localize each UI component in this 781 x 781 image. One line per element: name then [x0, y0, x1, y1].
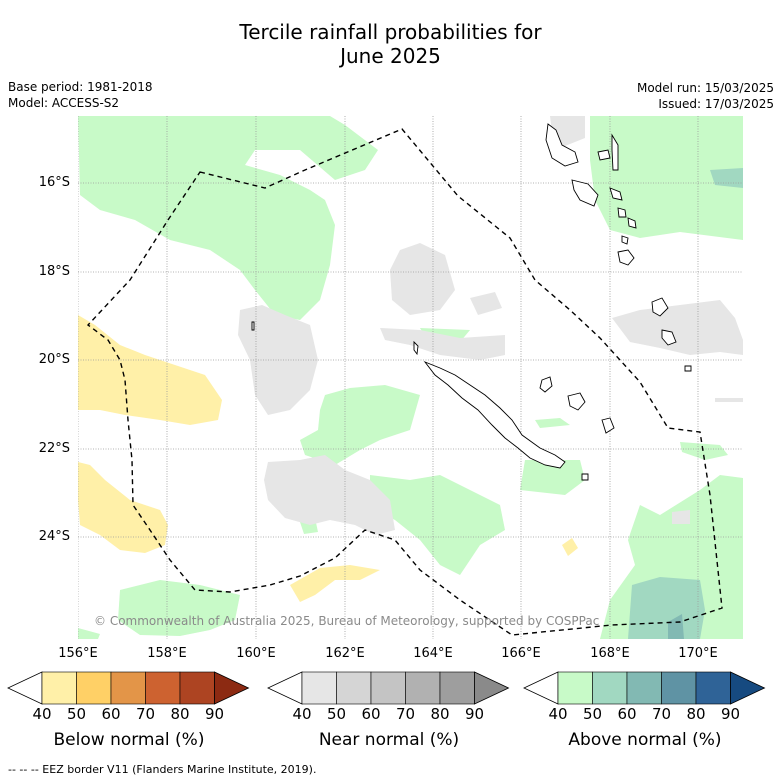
colorbar-tick: 50	[582, 705, 603, 723]
colorbar-segment	[145, 671, 181, 705]
colorbar-segment	[405, 671, 441, 705]
colorbar-tick: 70	[395, 705, 416, 723]
vanuatu-island-2	[571, 179, 599, 207]
lon-tick-158e: 158°E	[147, 646, 187, 661]
colorbar-segment	[557, 671, 593, 705]
above-normal-regions	[78, 116, 743, 639]
base-period-text: Base period: 1981-2018	[8, 80, 153, 94]
lon-tick-156e: 156°E	[58, 646, 98, 661]
colorbar-tick: 90	[464, 705, 485, 723]
colorbar-tick: 70	[651, 705, 672, 723]
coastlines	[251, 123, 692, 481]
lon-tick-160e: 160°E	[236, 646, 276, 661]
lat-tick-16s: 16°S	[38, 175, 70, 190]
colorbar-tick: 40	[292, 705, 312, 723]
colorbar-extend-low	[7, 671, 43, 705]
colorbar-segment	[661, 671, 697, 705]
vanuatu-island-7	[627, 217, 637, 229]
vanuatu-island-8	[617, 249, 635, 266]
lon-tick-168e: 168°E	[590, 646, 630, 661]
lat-tick-18s: 18°S	[38, 264, 70, 279]
colorbar-extend-high	[214, 671, 250, 705]
colorbar-segment	[370, 671, 406, 705]
gridlines	[78, 116, 743, 639]
vanuatu-island-6	[617, 207, 627, 218]
colorbar-extend-low	[523, 671, 559, 705]
vanuatu-island-9	[621, 235, 629, 245]
lat-tick-20s: 20°S	[38, 352, 70, 367]
island-east-1	[651, 297, 669, 317]
island-west-1	[251, 321, 255, 331]
island-north-nc	[413, 340, 419, 356]
below-normal-label: Below normal (%)	[53, 730, 205, 750]
colorbar-segment	[301, 671, 337, 705]
colorbar-tick: 60	[617, 705, 637, 723]
map-title-line2: June 2025	[340, 44, 441, 68]
colorbar-segment	[695, 671, 731, 705]
above-normal-colorbar	[523, 671, 766, 705]
colorbar-tick: 80	[686, 705, 706, 723]
lon-tick-164e: 164°E	[413, 646, 453, 661]
colorbar-tick: 90	[204, 705, 225, 723]
model-text: Model: ACCESS-S2	[8, 96, 120, 110]
vanuatu-island-5	[609, 187, 623, 201]
lat-tick-24s: 24°S	[38, 529, 70, 544]
near-normal-colorbar	[267, 671, 510, 705]
lon-tick-162e: 162°E	[325, 646, 365, 661]
loyalty-island-3	[601, 417, 615, 434]
copyright-text: © Commonwealth of Australia 2025, Bureau…	[94, 614, 600, 628]
vanuatu-island-3	[597, 149, 611, 161]
colorbar-tick: 80	[430, 705, 450, 723]
colorbar-tick: 90	[720, 705, 741, 723]
above-normal-60-regions	[668, 614, 684, 639]
issued-text: Issued: 17/03/2025	[658, 97, 774, 111]
colorbar-tick: 40	[548, 705, 568, 723]
vanuatu-island-4	[611, 133, 619, 171]
lon-tick-166e: 166°E	[501, 646, 541, 661]
colorbar-extend-low	[267, 671, 303, 705]
colorbar-segment	[110, 671, 146, 705]
island-east-3	[684, 365, 692, 372]
colorbar-tick: 70	[135, 705, 156, 723]
map-title-line1: Tercile rainfall probabilities for	[239, 20, 542, 44]
new-caledonia	[423, 360, 566, 469]
loyalty-island-2	[567, 392, 586, 411]
island-east-2	[661, 329, 677, 346]
below-normal-colorbar	[7, 671, 250, 705]
colorbar-extend-high	[730, 671, 766, 705]
eez-border	[86, 128, 723, 636]
island-south-1	[581, 473, 589, 481]
colorbar-tick: 80	[170, 705, 190, 723]
lon-tick-170e: 170°E	[678, 646, 718, 661]
colorbar-segment	[76, 671, 112, 705]
eez-footnote: -- -- -- EEZ border V11 (Flanders Marine…	[8, 763, 317, 776]
colorbar-extend-high	[474, 671, 510, 705]
colorbar-tick: 50	[66, 705, 87, 723]
colorbar-segment	[336, 671, 372, 705]
model-run-text: Model run: 15/03/2025	[636, 81, 774, 95]
colorbar-segment	[179, 671, 215, 705]
colorbar-segment	[592, 671, 628, 705]
colorbar-tick: 50	[326, 705, 347, 723]
lat-tick-22s: 22°S	[38, 441, 70, 456]
colorbar-segment	[41, 671, 77, 705]
colorbar-segment	[439, 671, 475, 705]
near-normal-label: Near normal (%)	[318, 730, 460, 750]
colorbar-tick: 60	[361, 705, 381, 723]
colorbar-segment	[626, 671, 662, 705]
above-normal-label: Above normal (%)	[568, 730, 722, 750]
loyalty-island-1	[539, 376, 553, 393]
colorbar-tick: 60	[101, 705, 121, 723]
colorbar-tick: 40	[32, 705, 52, 723]
below-normal-regions	[78, 315, 578, 602]
near-normal-regions	[238, 116, 743, 535]
vanuatu-espiritu	[545, 123, 579, 167]
